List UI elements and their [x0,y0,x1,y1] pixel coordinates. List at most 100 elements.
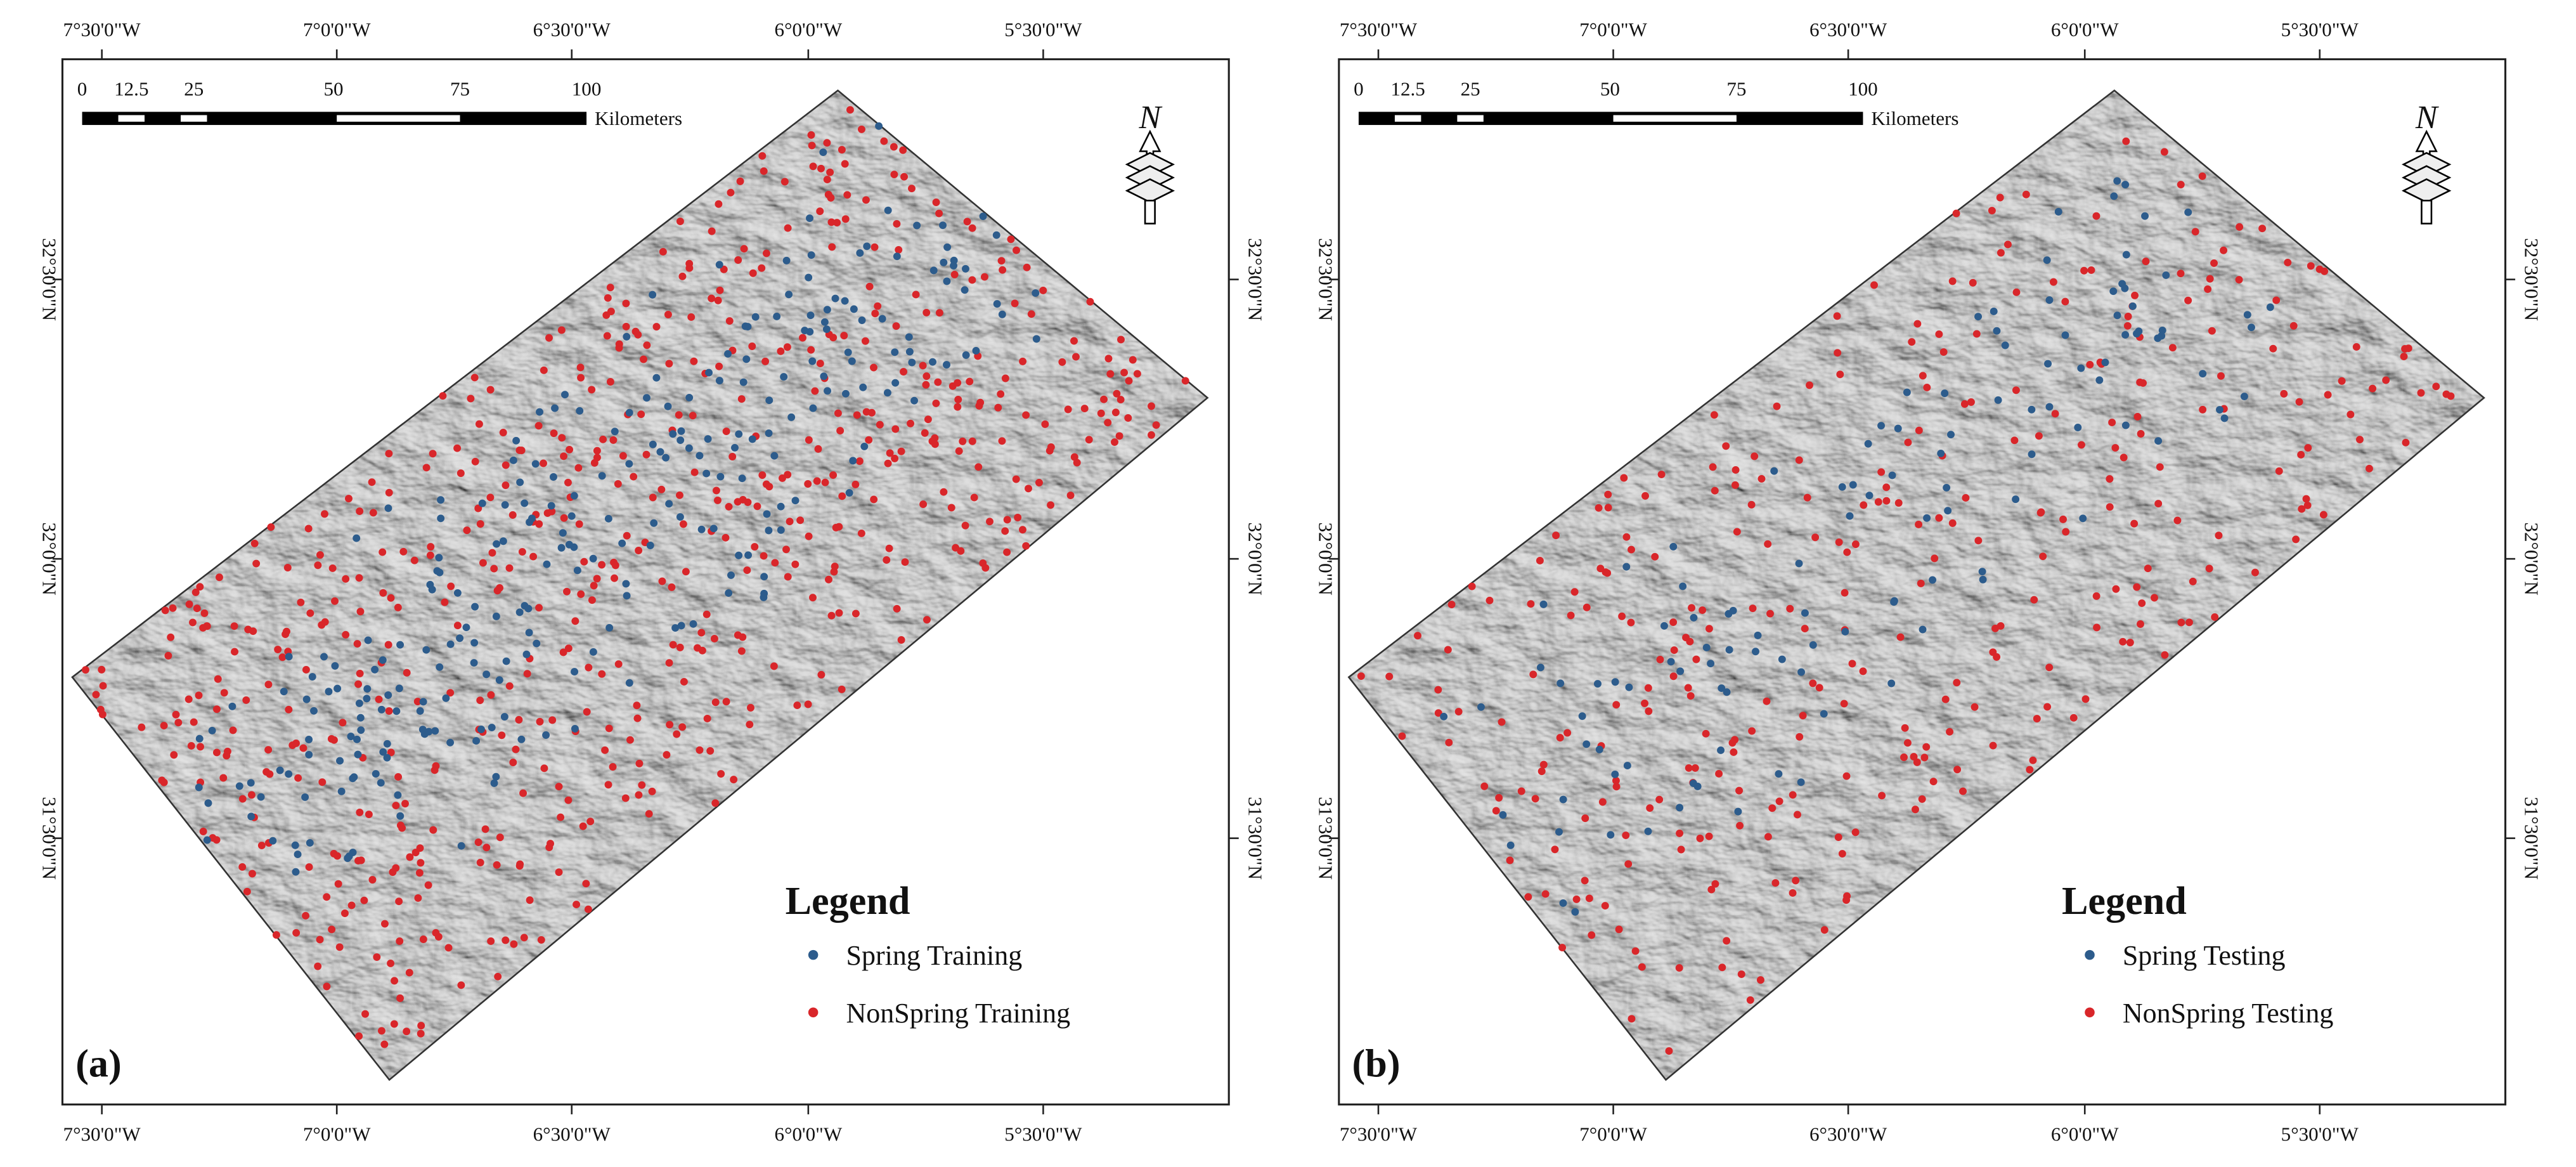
nonspring-point [575,520,583,528]
nonspring-point [1585,894,1593,903]
nonspring-point [907,419,915,427]
legend-item: Spring Testing [2123,940,2286,971]
nonspring-point [1919,372,1927,380]
nonspring-point [1622,831,1630,839]
spring-point [509,456,517,464]
nonspring-point [940,488,948,496]
nonspring-point [893,220,901,228]
nonspring-point [355,1032,363,1040]
nonspring-point [1711,880,1719,888]
spring-point [1937,449,1945,457]
nonspring-point [743,566,751,575]
latitude-label: 31°30'0"N [2521,797,2543,880]
nonspring-point [518,548,526,556]
nonspring-point [665,659,673,667]
nonspring-point [1445,738,1453,746]
spring-point [379,748,387,756]
nonspring-point [968,276,976,284]
nonspring-point [614,480,622,488]
spring-point [437,514,445,523]
nonspring-point [1684,684,1692,692]
spring-point [349,774,357,783]
nonspring-point [526,896,534,904]
spring-point [1778,655,1786,663]
nonspring-point [283,627,290,636]
nonspring-point [861,337,869,345]
nonspring-point [1003,548,1011,556]
spring-point [247,779,255,787]
nonspring-point [1622,533,1631,541]
nonspring-point [238,863,247,871]
spring-point [305,750,313,759]
spring-point [1578,712,1586,720]
spring-point [1702,643,1711,651]
spring-point [1978,568,1986,576]
nonspring-point [874,302,882,310]
nonspring-point [563,587,571,596]
spring-point [1865,492,1874,500]
scale-unit: Kilometers [1871,107,1958,129]
nonspring-point [633,701,641,710]
nonspring-point [807,131,815,139]
nonspring-point [394,603,402,611]
spring-point [492,612,500,620]
spring-point [760,573,768,581]
nonspring-point [1723,937,1731,945]
longitude-label: 6°0'0"W [775,1123,843,1145]
nonspring-point [1097,409,1105,417]
nonspring-point [2284,258,2292,266]
nonspring-point [475,420,483,428]
spring-point [677,427,685,435]
spring-point [2077,364,2085,372]
nonspring-point [1997,249,2005,257]
spring-point [785,290,793,299]
nonspring-point [200,609,209,617]
spring-point [739,378,748,386]
nonspring-point [2037,508,2045,516]
spring-point [1623,762,1631,770]
panel-label: (b) [1352,1042,1401,1085]
nonspring-point [1058,358,1066,366]
nonspring-point [895,245,903,254]
nonspring-point [487,691,495,699]
nonspring-point [2280,389,2288,398]
nonspring-point [749,269,757,277]
nonspring-point [574,464,583,472]
nonspring-point [706,746,715,755]
nonspring-point [2251,568,2259,577]
nonspring-point [1100,395,1108,403]
spring-point [301,793,309,801]
nonspring-point [687,313,696,321]
nonspring-point [2292,535,2300,544]
nonspring-point [499,429,507,436]
nonspring-point [2080,266,2088,275]
nonspring-point [1120,368,1129,377]
spring-point [623,592,631,600]
spring-point [1809,641,1817,649]
nonspring-point [734,256,742,264]
spring-point [883,389,891,397]
spring-point [2109,287,2118,296]
spring-point [715,377,723,385]
spring-point [2074,424,2082,431]
nonspring-point [548,716,557,724]
spring-point [325,688,333,696]
nonspring-point [2026,766,2034,774]
nonspring-point [406,853,414,861]
nonspring-point [690,357,698,365]
spring-point [1894,424,1902,433]
nonspring-point [900,368,908,376]
spring-point [735,551,743,559]
nonspring-point [1948,277,1957,285]
spring-point [1611,678,1619,686]
nonspring-point [302,665,310,674]
nonspring-point [356,507,364,516]
spring-point [724,349,732,358]
nonspring-point [1972,330,1981,338]
nonspring-point [604,294,612,302]
spring-point [777,502,785,511]
nonspring-point [782,545,790,554]
nonspring-point [919,362,927,370]
scale-bar-segment [181,115,207,122]
